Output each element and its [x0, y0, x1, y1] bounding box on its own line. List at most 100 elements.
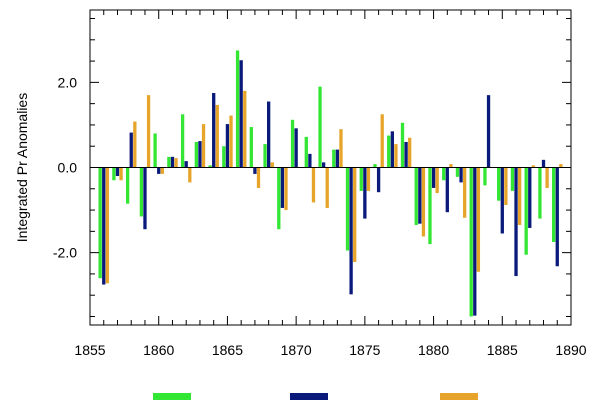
bar-1859-s3	[146, 95, 151, 168]
bar-1866-s3	[243, 90, 247, 168]
bar-1873-s1	[332, 149, 336, 168]
bar-1882-s1	[455, 167, 460, 177]
bar-1871-s2	[308, 153, 312, 168]
bar-1881-s1	[442, 167, 446, 181]
bar-1860-s1	[153, 133, 157, 168]
bar-1866-s1	[235, 50, 240, 168]
bar-1875-s3	[366, 167, 371, 191]
x-tick-label-1890: 1890	[555, 342, 586, 358]
bar-1877-s1	[387, 135, 391, 168]
bar-1868-s1	[263, 144, 267, 168]
bar-1879-s3	[421, 167, 426, 237]
bar-1862-s1	[180, 114, 185, 168]
bar-1859-s1	[139, 167, 144, 217]
bar-1886-s3	[517, 167, 522, 225]
bar-1858-s3	[133, 121, 137, 168]
bar-1875-s2	[363, 167, 367, 219]
bar-1864-s1	[208, 165, 212, 168]
x-tick-label-1855: 1855	[74, 342, 105, 358]
legend-swatch-1	[153, 393, 191, 400]
y-tick-label-1: 0.0	[58, 160, 78, 176]
bar-1879-s1	[414, 167, 418, 225]
bar-1874-s3	[353, 167, 357, 262]
bar-1856-s1	[98, 167, 102, 279]
bar-1860-s3	[160, 167, 164, 174]
bar-1876-s2	[376, 167, 381, 193]
bar-1872-s3	[325, 167, 329, 208]
bar-1861-s2	[170, 156, 175, 168]
bar-1865-s2	[225, 124, 230, 168]
bar-1884-s2	[486, 95, 491, 168]
bar-1885-s3	[504, 167, 508, 205]
bar-1880-s1	[428, 167, 432, 245]
bar-1871-s1	[304, 136, 308, 168]
bar-1872-s1	[318, 86, 322, 168]
y-tick-labels: -2.0 0.0 2.0	[53, 74, 77, 260]
bars-group	[98, 50, 563, 317]
bar-1886-s2	[514, 167, 518, 277]
bar-1885-s2	[500, 167, 504, 234]
bar-1873-s2	[335, 149, 340, 168]
bar-1859-s2	[143, 167, 147, 230]
bar-1885-s1	[497, 167, 501, 201]
bar-1863-s3	[201, 124, 206, 168]
x-tick-labels: 1855 1860 1865 1870 1875 1880 1885 1890	[74, 342, 586, 358]
bar-1866-s2	[239, 60, 243, 168]
bar-1876-s3	[380, 114, 384, 168]
bar-1869-s2	[280, 167, 285, 208]
legend-swatch-3	[440, 393, 478, 400]
bar-1884-s1	[483, 167, 487, 186]
bar-1879-s2	[418, 167, 422, 224]
bar-1881-s2	[445, 167, 449, 213]
bar-1888-s1	[538, 167, 542, 219]
bar-1867-s1	[249, 127, 253, 168]
bar-1864-s2	[212, 93, 216, 168]
bar-1858-s2	[129, 132, 133, 168]
bar-1869-s1	[277, 167, 281, 230]
bar-1874-s1	[345, 167, 350, 251]
bar-1883-s3	[476, 167, 481, 272]
bar-1861-s1	[167, 156, 171, 168]
bar-1865-s1	[222, 146, 226, 168]
bar-1857-s1	[112, 167, 116, 181]
bar-1889-s1	[552, 167, 556, 242]
bar-1889-s3	[559, 164, 563, 168]
bar-1887-s3	[531, 165, 536, 168]
bar-1871-s3	[311, 167, 316, 203]
bar-1880-s3	[435, 167, 439, 194]
bar-1874-s2	[349, 167, 353, 295]
bar-1888-s2	[541, 159, 546, 168]
x-tick-label-1865: 1865	[212, 342, 243, 358]
bar-1856-s3	[105, 167, 109, 284]
bar-1886-s1	[510, 167, 515, 191]
bar-1867-s2	[253, 167, 257, 174]
bar-1858-s1	[125, 167, 130, 204]
legend-swatch-2	[290, 393, 328, 400]
bar-1856-s2	[102, 167, 106, 285]
bar-1861-s3	[174, 158, 178, 168]
bar-1882-s2	[459, 167, 463, 183]
bar-1870-s2	[294, 128, 298, 168]
bar-1868-s3	[270, 162, 274, 168]
bar-1868-s2	[267, 101, 271, 168]
axis-ticks	[89, 10, 572, 325]
bar-1864-s3	[215, 104, 219, 168]
bar-1881-s3	[449, 164, 453, 168]
y-tick-label-2: 2.0	[58, 74, 78, 90]
bar-1882-s3	[463, 167, 467, 218]
bar-1877-s3	[394, 144, 398, 168]
bar-1862-s3	[188, 167, 192, 183]
bar-1889-s2	[555, 167, 559, 267]
bar-1857-s3	[119, 167, 123, 181]
legend	[153, 393, 478, 400]
bar-1870-s1	[290, 119, 295, 168]
bar-1867-s3	[256, 167, 261, 188]
y-axis-label: Integrated Pr Anomalies	[14, 93, 30, 242]
x-tick-label-1860: 1860	[143, 342, 174, 358]
bar-1860-s2	[157, 167, 161, 174]
bar-1877-s2	[390, 131, 394, 168]
bar-1865-s3	[229, 115, 233, 168]
bar-1857-s2	[115, 167, 120, 177]
x-tick-label-1875: 1875	[349, 342, 380, 358]
